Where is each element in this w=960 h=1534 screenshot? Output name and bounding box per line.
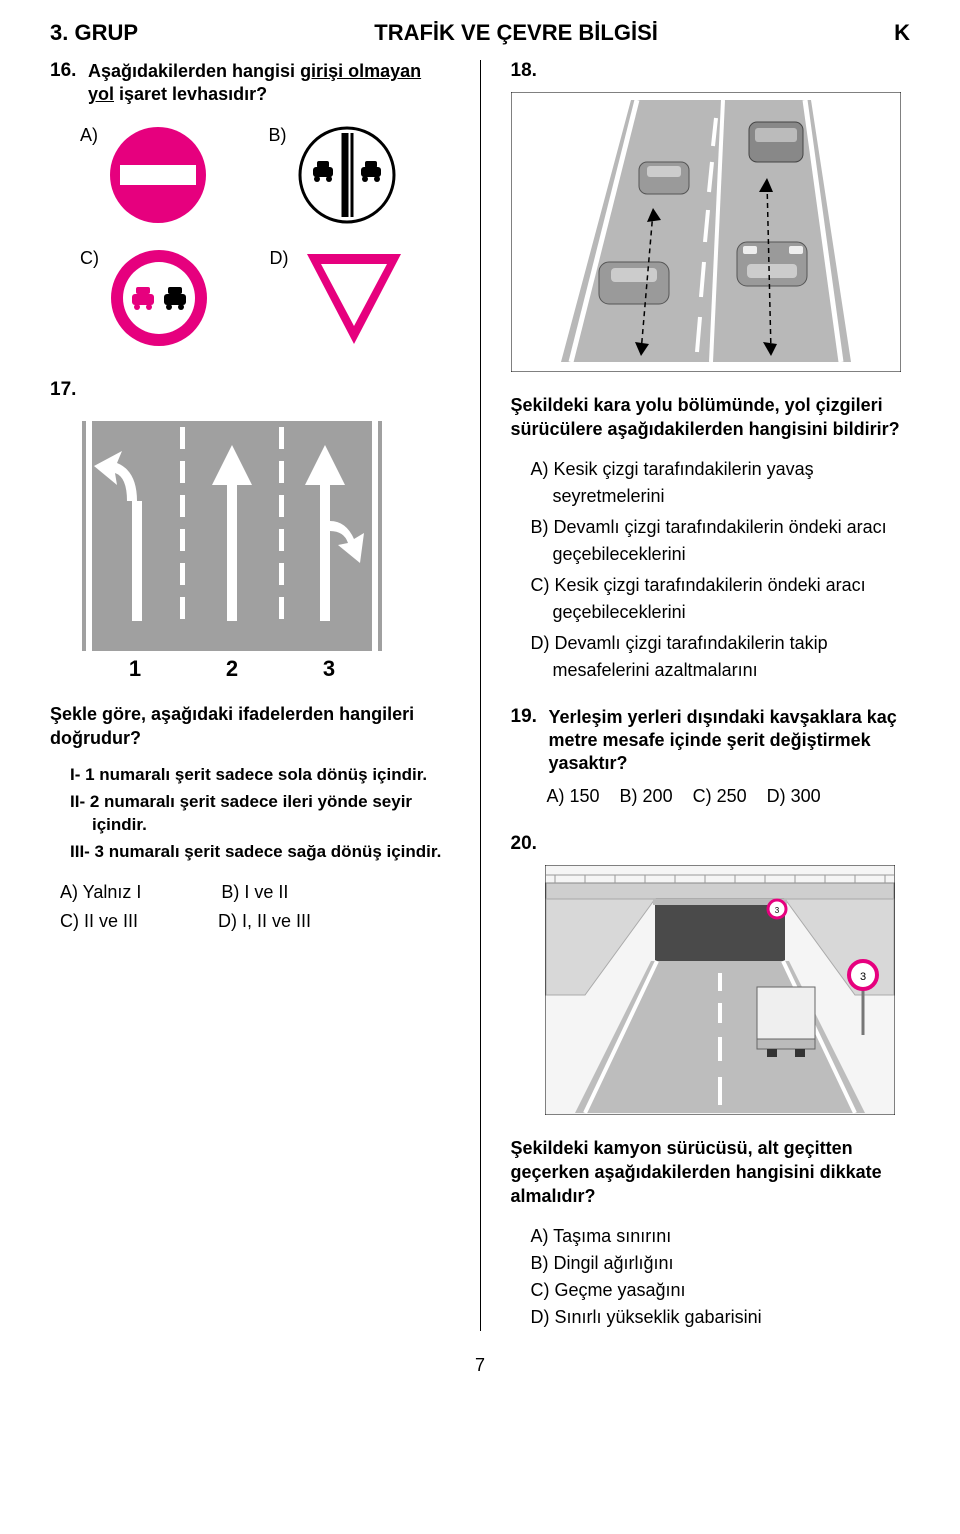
suv-icon [749, 122, 803, 162]
q17-opt-b: B) I ve II [221, 878, 288, 907]
page-header: 3. GRUP TRAFİK VE ÇEVRE BİLGİSİ K [50, 20, 910, 46]
q17-opt-a: A) Yalnız I [60, 878, 141, 907]
q17-opt-c: C) II ve III [60, 907, 138, 936]
lane-label-1: 1 [129, 656, 141, 681]
q19-opt-c: C) 250 [693, 786, 747, 807]
yield-sign-icon [299, 248, 409, 353]
q20-opt-b: B) Dingil ağırlığını [531, 1250, 911, 1277]
q18-number: 18. [511, 60, 541, 82]
svg-text:3: 3 [859, 971, 865, 983]
end-restriction-sign-icon [297, 125, 397, 230]
header-center: TRAFİK VE ÇEVRE BİLGİSİ [374, 20, 658, 46]
q18-opt-a: A) Kesik çizgi tarafındakilerin yavaş se… [531, 456, 911, 510]
lane-label-2: 2 [226, 656, 238, 681]
q20-opt-d: D) Sınırlı yükseklik gabarisini [531, 1304, 911, 1331]
q19-opt-a: A) 150 [547, 786, 600, 807]
svg-text:3: 3 [774, 906, 779, 915]
car-icon [599, 262, 669, 304]
q18-opt-d: D) Devamlı çizgi tarafındakilerin takip … [531, 630, 911, 684]
q17-opt-d: D) I, II ve III [218, 907, 311, 936]
lane-diagram: 1 2 3 [82, 421, 450, 686]
page-number: 7 [50, 1355, 910, 1376]
q19-opt-b: B) 200 [620, 786, 673, 807]
q16-opt-b-label: B) [268, 125, 286, 146]
truck-icon [757, 987, 815, 1057]
q16-opt-a-label: A) [80, 125, 98, 146]
q19: 19. Yerleşim yerleri dışındaki kavşaklar… [511, 706, 911, 776]
q16-text: Aşağıdakilerden hangisi girişi olmayan y… [88, 60, 450, 107]
q18-opt-b: B) Devamlı çizgi tarafındakilerin öndeki… [531, 514, 911, 568]
q20-number: 20. [511, 833, 541, 855]
q16: 16. Aşağıdakilerden hangisi girişi olmay… [50, 60, 450, 107]
header-left: 3. GRUP [50, 20, 138, 46]
q18-opt-c: C) Kesik çizgi tarafındakilerin öndeki a… [531, 572, 911, 626]
q20: 20. [511, 833, 911, 855]
q17-number: 17. [50, 379, 80, 401]
q16-opt-d-label: D) [269, 248, 288, 269]
q20-options: A) Taşıma sınırını B) Dingil ağırlığını … [531, 1223, 911, 1331]
q19-number: 19. [511, 706, 541, 728]
column-divider [480, 60, 481, 1331]
q16-opt-c-label: C) [80, 248, 99, 269]
q17-options: A) Yalnız I B) I ve II C) II ve III D) I… [60, 878, 450, 936]
road-lane-scene [511, 92, 911, 377]
q17-stmt-1: I- 1 numaralı şerit sadece sola dönüş iç… [70, 764, 450, 787]
no-overtaking-sign-icon [109, 248, 209, 353]
car-icon [639, 162, 689, 194]
q16-row2: C) [80, 248, 450, 353]
q17: 17. [50, 379, 450, 401]
q18: 18. [511, 60, 911, 82]
no-entry-sign-icon [108, 125, 208, 230]
q20-opt-c: C) Geçme yasağını [531, 1277, 911, 1304]
lane-label-3: 3 [323, 656, 335, 681]
q17-statements: I- 1 numaralı şerit sadece sola dönüş iç… [70, 764, 450, 864]
q17-stmt-2: II- 2 numaralı şerit sadece ileri yönde … [70, 791, 450, 837]
tunnel-scene: 3 [545, 865, 911, 1120]
q19-text: Yerleşim yerleri dışındaki kavşaklara ka… [549, 706, 911, 776]
q17-stmt-3: III- 3 numaralı şerit sadece sağa dönüş … [70, 841, 450, 864]
car-icon [737, 242, 807, 286]
q16-row1: A) B) [80, 125, 450, 230]
q17-prompt: Şekle göre, aşağıdaki ifadelerden hangil… [50, 702, 450, 751]
q19-options: A) 150 B) 200 C) 250 D) 300 [547, 786, 911, 807]
header-right: K [894, 20, 910, 46]
q18-options: A) Kesik çizgi tarafındakilerin yavaş se… [531, 456, 911, 684]
q18-prompt: Şekildeki kara yolu bölümünde, yol çizgi… [511, 393, 911, 442]
q20-prompt: Şekildeki kamyon sürücüsü, alt geçitten … [511, 1136, 911, 1209]
q19-opt-d: D) 300 [767, 786, 821, 807]
q20-opt-a: A) Taşıma sınırını [531, 1223, 911, 1250]
q16-number: 16. [50, 60, 80, 82]
